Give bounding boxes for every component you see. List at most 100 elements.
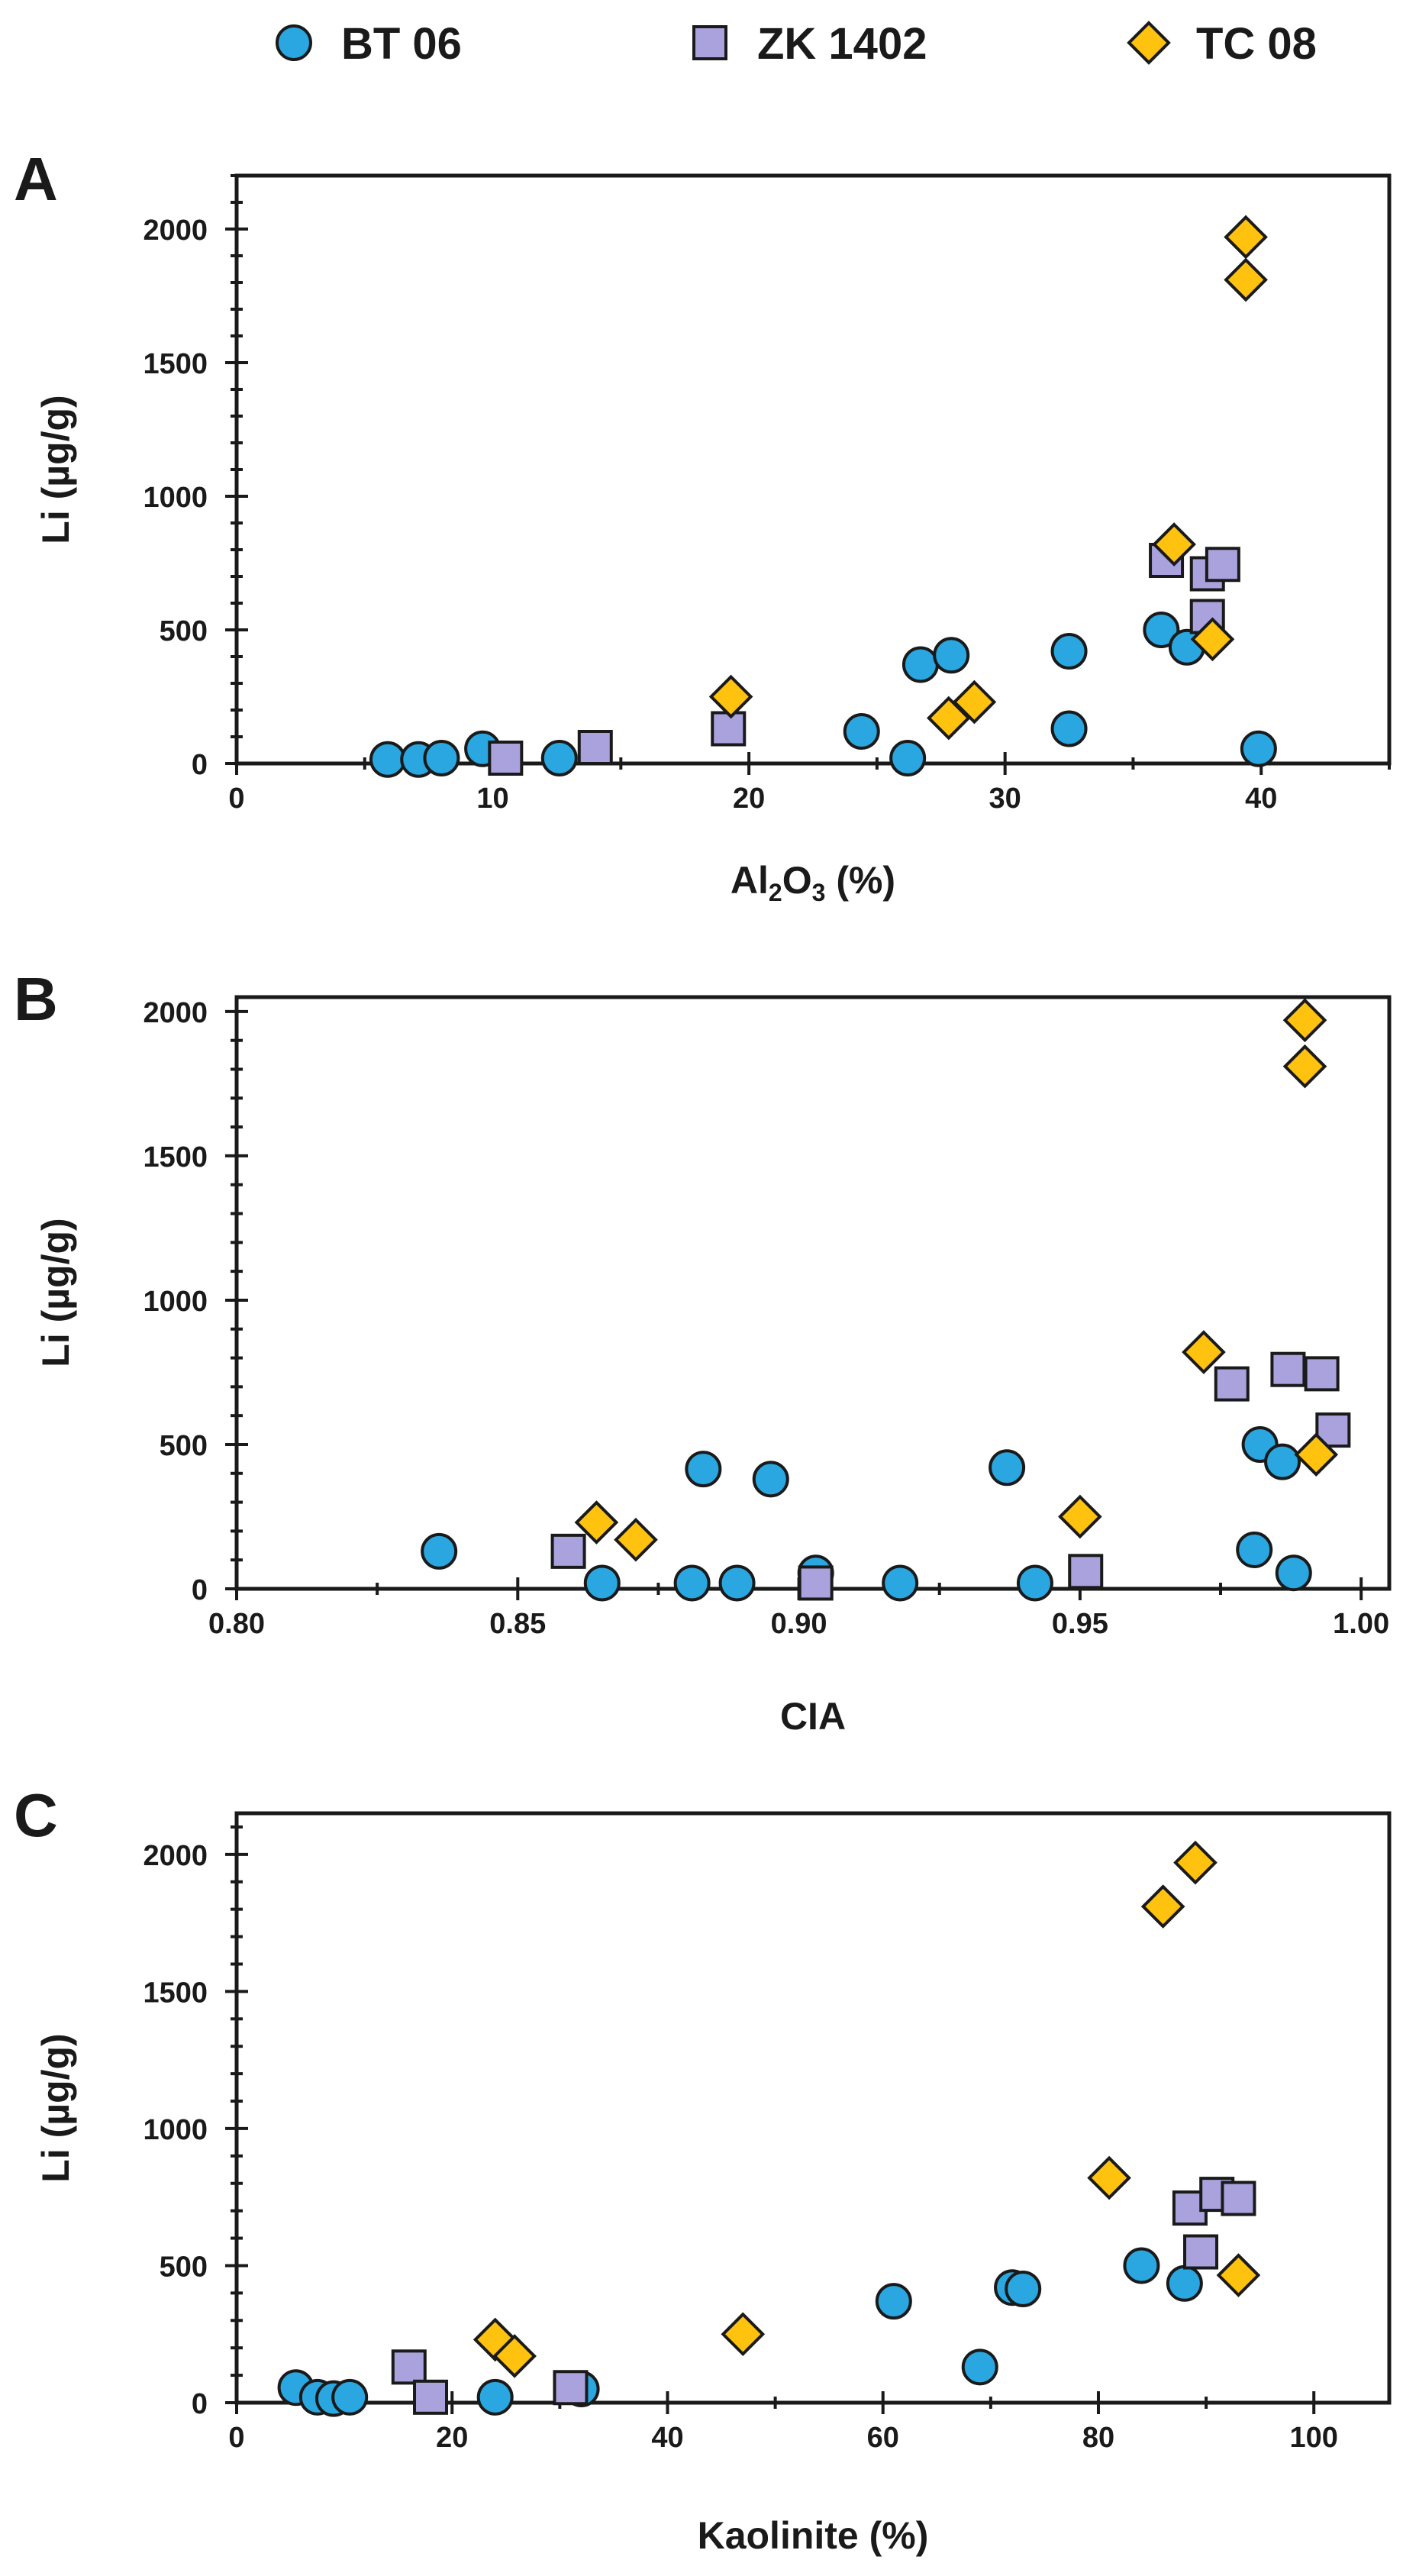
legend-label-0: BT 06 (341, 19, 462, 69)
legend-label-2: TC 08 (1196, 19, 1317, 69)
x-tick-label: 60 (867, 2422, 899, 2454)
circle-point (961, 2348, 998, 2386)
circle-point (421, 1532, 458, 1570)
square-point (413, 2379, 449, 2415)
circle-point (476, 2378, 514, 2416)
square-point (1068, 1554, 1104, 1590)
diamond-point (614, 1517, 658, 1562)
circle-point (540, 740, 578, 776)
y-axis-label-a: Li (µg/g) (34, 395, 77, 544)
panel-letter-c: C (14, 1781, 58, 1849)
y-tick-label: 0 (192, 1574, 208, 1606)
circle-point (843, 713, 880, 750)
circle-point (752, 1461, 789, 1498)
circle-point (933, 637, 970, 674)
circle-point (583, 1564, 621, 1602)
y-tick-label: 0 (192, 749, 208, 781)
x-tick-label: 40 (651, 2422, 683, 2454)
x-tick-label: 1.00 (1333, 1608, 1389, 1640)
legend-label-1: ZK 1402 (757, 19, 927, 69)
circle-point (1143, 612, 1180, 648)
circle-point (1236, 1531, 1273, 1568)
circle-point (1264, 1443, 1301, 1480)
square-point (798, 1565, 834, 1601)
square-point (1270, 1351, 1306, 1387)
x-tick-label: 0 (228, 2422, 244, 2454)
y-tick-label: 500 (160, 1430, 208, 1462)
circle-point (685, 1451, 722, 1488)
circle-point (1050, 633, 1088, 670)
diamond-point (1294, 1432, 1339, 1477)
diamond-point (1182, 1330, 1226, 1374)
y-tick-label: 2000 (143, 1840, 208, 1872)
circle-point (882, 1564, 919, 1602)
panel-letter-a: A (14, 145, 58, 213)
diamond-point (952, 680, 997, 725)
circle-point (1050, 710, 1088, 747)
diamond-point (1058, 1494, 1102, 1539)
y-tick-label: 1500 (143, 348, 208, 380)
x-tick-label: 10 (476, 783, 508, 815)
diamond-point (492, 2334, 537, 2378)
square-point (550, 1533, 586, 1569)
panel-a: A 0 500 1000 1500 2000 0 10 20 30 40 Li (µg/g) Al… (14, 145, 1392, 906)
circle-point (1166, 2264, 1203, 2302)
diamond-point (1140, 1884, 1185, 1929)
diamond-point (708, 674, 753, 719)
x-tick-label: 40 (1245, 783, 1277, 815)
diamond-point (1087, 2155, 1131, 2200)
y-tick-label: 2000 (143, 215, 208, 247)
diamond-point (721, 2312, 766, 2357)
diamond-point (1190, 617, 1235, 662)
x-tick-label: 20 (733, 783, 765, 815)
circle-point (1275, 1554, 1312, 1592)
circle-point (718, 1564, 756, 1602)
data-points-c (277, 1840, 1261, 2417)
square-point (488, 741, 524, 776)
axis-ticks-b: 0 500 1000 1500 2000 0.80 0.85 0.90 0.95 1.00 (143, 997, 1389, 1640)
circle-point (673, 1564, 711, 1602)
axis-ticks-a: 0 500 1000 1500 2000 0 10 20 30 40 (143, 174, 1391, 815)
y-tick-label: 2000 (143, 997, 208, 1029)
x-tick-label: 0 (228, 783, 244, 815)
square-point (1221, 2181, 1256, 2216)
square-point (1304, 1356, 1340, 1392)
circle-point (1123, 2247, 1160, 2284)
square-point (1205, 547, 1240, 583)
diamond-point (1224, 257, 1268, 302)
circle-point (875, 2283, 912, 2320)
square-point (711, 711, 747, 747)
square-point (1315, 1412, 1351, 1448)
legend: BT 06 ZK 1402 TC 08 (276, 19, 1317, 69)
panel-letter-b: B (14, 965, 58, 1033)
data-points-a (369, 215, 1277, 778)
circle-icon (276, 24, 312, 61)
x-tick-label: 0.95 (1052, 1608, 1108, 1640)
x-axis-label-c: Kaolinite (%) (698, 2514, 929, 2557)
panel-c: C 0 500 1000 1500 2000 0 20 40 60 80 100 Li (µg/g)… (14, 1781, 1392, 2557)
diamond-point (1173, 1840, 1218, 1885)
plot-frame-b (234, 995, 1392, 1591)
x-tick-label: 30 (989, 783, 1021, 815)
y-tick-label: 1500 (143, 1977, 208, 2009)
square-point (391, 2349, 427, 2385)
y-tick-label: 1000 (143, 482, 208, 514)
square-point (577, 730, 613, 765)
circle-point (989, 1449, 1026, 1487)
circle-point (1016, 1564, 1053, 1602)
circle-point (369, 741, 406, 778)
y-tick-label: 1000 (143, 2114, 208, 2146)
axis-ticks-c: 0 500 1000 1500 2000 0 20 40 60 80 100 (143, 1825, 1338, 2454)
diamond-point (1282, 1044, 1327, 1089)
diamond-point (574, 1500, 619, 1545)
plot-frame-a (234, 173, 1392, 766)
square-point (553, 2370, 589, 2406)
y-axis-label-b: Li (µg/g) (34, 1218, 77, 1367)
y-axis-label-c: Li (µg/g) (34, 2033, 77, 2182)
x-tick-label: 100 (1290, 2422, 1338, 2454)
y-tick-label: 1000 (143, 1286, 208, 1318)
x-tick-label: 0.90 (771, 1608, 827, 1640)
diamond-point (1152, 522, 1196, 567)
x-tick-label: 20 (436, 2422, 468, 2454)
diamond-point (1282, 998, 1327, 1043)
